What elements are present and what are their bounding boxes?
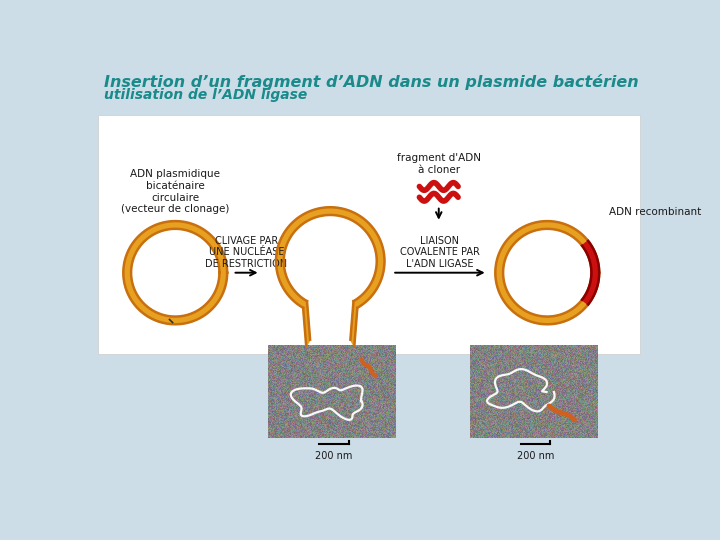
Polygon shape — [495, 221, 599, 325]
Polygon shape — [123, 221, 228, 325]
Text: 200 nm: 200 nm — [517, 450, 554, 461]
Polygon shape — [303, 301, 310, 346]
Text: Insertion d’un fragment d’ADN dans un plasmide bactérien: Insertion d’un fragment d’ADN dans un pl… — [104, 74, 639, 90]
Polygon shape — [582, 241, 599, 305]
Text: CLIVAGE PAR
UNE NUCLÉASE
DE RESTRICTION: CLIVAGE PAR UNE NUCLÉASE DE RESTRICTION — [205, 235, 287, 269]
Text: 200 nm: 200 nm — [315, 450, 353, 461]
Polygon shape — [276, 207, 384, 308]
Text: fragment d'ADN
à cloner: fragment d'ADN à cloner — [397, 153, 481, 175]
Bar — [98, 115, 640, 354]
Polygon shape — [351, 301, 357, 346]
Text: ADN recombinant: ADN recombinant — [609, 207, 701, 217]
Text: LIAISON
COVALENTE PAR
L'ADN LIGASE: LIAISON COVALENTE PAR L'ADN LIGASE — [400, 235, 480, 269]
Text: ADN plasmidique
bicaténaire
circulaire
(vecteur de clonage): ADN plasmidique bicaténaire circulaire (… — [121, 170, 230, 214]
Text: utilisation de l’ADN ligase: utilisation de l’ADN ligase — [104, 88, 307, 102]
